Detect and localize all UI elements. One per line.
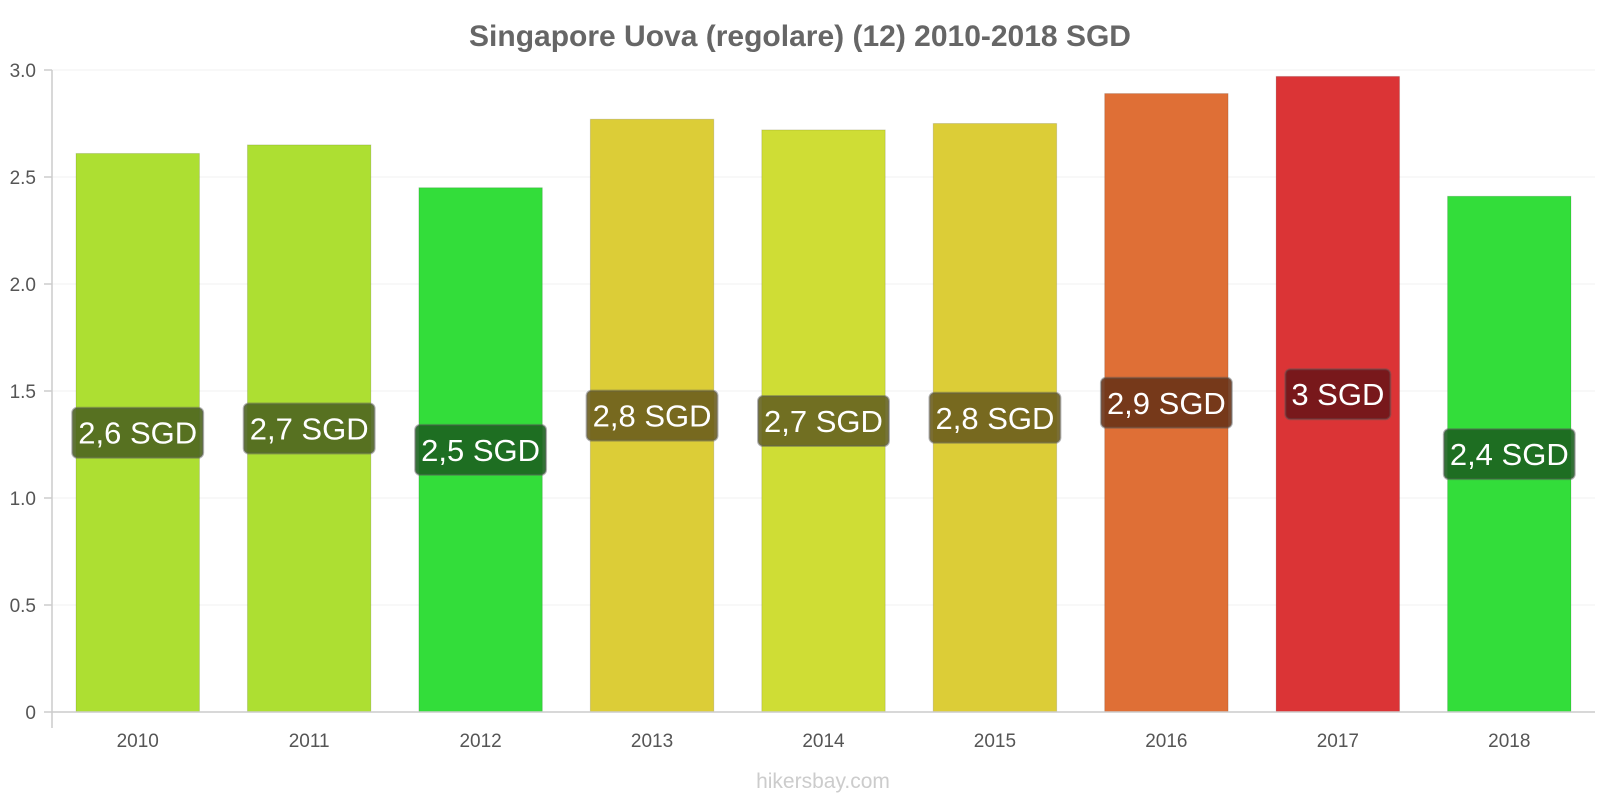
data-label-background [414,423,548,476]
data-labels: 2,6 SGD 2,7 SGD 2,5 SGD 2,8 SGD 2,7 SGD 2,8 S… [71,368,1576,481]
x-tick-label: 2013 [631,731,673,752]
data-label-text: 2,8 SGD [593,399,712,434]
data-label-2014: 2,7 SGD [757,394,890,447]
data-label-text: 3 SGD [1291,377,1384,412]
data-label-background [1442,428,1576,481]
y-tick-label: 3.0 [10,61,36,82]
data-label-background [1284,368,1392,421]
y-tick-label: 2.5 [10,168,36,189]
data-label-text: 2,4 SGD [1450,437,1569,472]
x-tick-label: 2012 [459,731,501,752]
data-label-text: 2,7 SGD [250,411,369,446]
data-label-background [585,389,719,442]
x-tick-label: 2010 [117,731,159,752]
x-tick-label: 2018 [1488,731,1530,752]
data-label-background [242,402,376,455]
data-label-2012: 2,5 SGD [414,423,548,476]
data-label-2016: 2,9 SGD [1099,376,1233,429]
data-label-2010: 2,6 SGD [71,406,205,459]
x-tick-label: 2015 [974,731,1016,752]
data-label-2015: 2,8 SGD [928,391,1062,444]
credit-text: hikersbay.com [756,770,890,793]
data-label-2017: 3 SGD [1284,368,1392,421]
data-label-text: 2,7 SGD [764,404,883,439]
data-label-2013: 2,8 SGD [585,389,719,442]
data-label-background [928,391,1062,444]
x-tick-label: 2014 [802,731,845,752]
data-label-background [1099,376,1233,429]
x-axis-ticks: 2010 2011 2012 2013 2014 2015 2016 2017 2018 [117,731,1531,752]
data-label-2018: 2,4 SGD [1442,428,1576,481]
x-tick-label: 2017 [1317,731,1359,752]
y-tick-label: 1.0 [10,489,36,510]
x-tick-label: 2011 [289,731,330,752]
y-axis-ticks: 0 0.5 1.0 1.5 2.0 2.5 3.0 [10,61,52,724]
data-label-text: 2,5 SGD [421,433,540,468]
data-label-text: 2,8 SGD [935,401,1054,436]
data-label-text: 2,6 SGD [78,416,197,451]
data-label-text: 2,9 SGD [1107,386,1226,421]
data-label-2011: 2,7 SGD [242,402,376,455]
y-tick-label: 0 [25,703,36,724]
chart-title: Singapore Uova (regolare) (12) 2010-2018… [469,20,1131,53]
x-tick-label: 2016 [1145,731,1187,752]
y-tick-label: 0.5 [10,596,36,617]
data-label-background [757,394,890,447]
y-tick-label: 1.5 [10,382,36,403]
data-label-background [71,406,205,459]
y-tick-label: 2.0 [10,275,36,296]
